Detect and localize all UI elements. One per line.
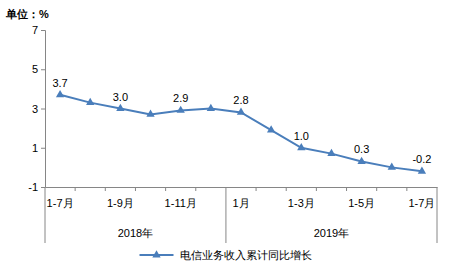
group-separator xyxy=(437,187,438,243)
x-group-label: 2019年 xyxy=(314,227,349,239)
y-axis: -1 1 3 5 7 xyxy=(28,24,45,193)
data-label: 2.8 xyxy=(233,94,248,106)
x-separators xyxy=(45,187,437,243)
y-tick-label: 1 xyxy=(32,142,38,154)
marker xyxy=(177,106,185,113)
y-tick-label: -1 xyxy=(28,181,38,193)
marker xyxy=(207,104,215,111)
x-tick-mark xyxy=(75,187,76,191)
data-label: 3.0 xyxy=(113,91,128,103)
x-tick: 1-7月 xyxy=(408,197,435,209)
x-tick: 1-5月 xyxy=(348,197,375,209)
y-tick: 1 xyxy=(32,142,45,154)
x-tick-label: 1月 xyxy=(232,197,249,209)
x-tick-mark xyxy=(165,187,166,191)
line xyxy=(60,95,422,172)
y-tick: 3 xyxy=(32,103,45,115)
group-separator xyxy=(45,187,46,243)
x-axis-line xyxy=(46,187,438,188)
x-tick-mark xyxy=(286,187,287,191)
x-tick-mark xyxy=(376,187,377,191)
data-label: 1.0 xyxy=(294,130,309,142)
y-tick: -1 xyxy=(28,181,45,193)
x-tick: 1月 xyxy=(232,197,249,209)
y-tick-mark xyxy=(41,69,45,70)
x-tick-mark xyxy=(135,187,136,191)
y-tick: 5 xyxy=(32,63,45,75)
x-tick-label: 1-5月 xyxy=(348,197,375,209)
x-tick-label: 1-3月 xyxy=(288,197,315,209)
x-group-label: 2018年 xyxy=(118,227,153,239)
chart: 单位：% -1 1 3 5 7 1-7月 1-9月 1-11月 1月 1-3月 1-5月 1-7月 201… xyxy=(0,0,451,269)
data-label: 3.7 xyxy=(52,77,67,89)
x-tick: 1-3月 xyxy=(288,197,315,209)
x-axis: 1-7月 1-9月 1-11月 1月 1-3月 1-5月 1-7月 xyxy=(46,188,438,209)
y-tick-mark xyxy=(41,187,45,188)
y-tick-label: 3 xyxy=(32,103,38,115)
x-tick-mark xyxy=(346,187,347,191)
marker xyxy=(267,125,275,132)
y-tick: 7 xyxy=(32,24,45,36)
x-tick-label: 1-7月 xyxy=(47,197,74,209)
marker xyxy=(357,157,365,164)
x-tick-mark xyxy=(406,187,407,191)
y-tick-label: 5 xyxy=(32,63,38,75)
y-axis-title: 单位：% xyxy=(5,8,49,20)
y-tick-mark xyxy=(41,30,45,31)
marker xyxy=(388,163,396,170)
marker xyxy=(116,104,124,111)
legend-label: 电信业务收入累计同比增长 xyxy=(180,249,312,261)
legend-marker xyxy=(152,250,160,257)
y-tick-mark xyxy=(41,109,45,110)
legend-item: 电信业务收入累计同比增长 xyxy=(140,249,312,261)
data-labels: 3.7 3.0 2.9 2.8 1.0 0.3 -0.2 xyxy=(52,77,431,166)
legend: 电信业务收入累计同比增长 xyxy=(140,249,312,261)
marker xyxy=(56,90,64,97)
marker xyxy=(418,166,426,173)
marker xyxy=(146,110,154,117)
x-tick-label: 1-7月 xyxy=(408,197,435,209)
marker xyxy=(297,143,305,150)
x-tick-mark xyxy=(256,187,257,191)
group-separator xyxy=(225,187,226,243)
x-tick: 1-9月 xyxy=(107,197,134,209)
marker xyxy=(86,98,94,105)
x-tick-label: 1-9月 xyxy=(107,197,134,209)
data-label: 2.9 xyxy=(173,92,188,104)
x-tick: 1-7月 xyxy=(47,197,74,209)
marker xyxy=(327,149,335,156)
x-tick: 1-11月 xyxy=(165,197,197,209)
y-tick-mark xyxy=(41,148,45,149)
plot-area xyxy=(56,90,426,174)
data-label: 0.3 xyxy=(354,143,369,155)
data-label: -0.2 xyxy=(412,153,431,165)
y-tick-label: 7 xyxy=(32,24,38,36)
x-tick-label: 1-11月 xyxy=(165,197,197,209)
x-tick-mark xyxy=(105,187,106,191)
x-tick-mark xyxy=(195,187,196,191)
x-tick-mark xyxy=(316,187,317,191)
marker xyxy=(237,108,245,115)
y-axis-line xyxy=(41,31,46,188)
